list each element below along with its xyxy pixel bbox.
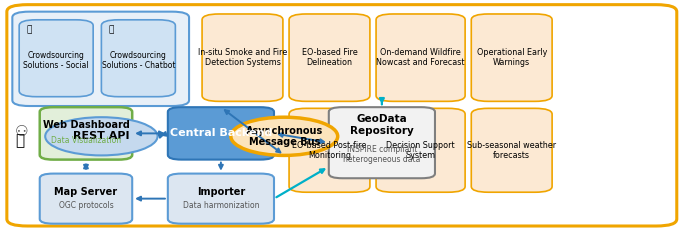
FancyBboxPatch shape [289, 108, 370, 192]
Text: Importer: Importer [197, 187, 245, 197]
Text: REST API: REST API [73, 131, 129, 141]
FancyBboxPatch shape [376, 108, 465, 192]
Text: Data harmonization: Data harmonization [183, 201, 259, 210]
Text: Data Visualization: Data Visualization [51, 136, 121, 145]
Text: Sub-seasonal weather
forecasts: Sub-seasonal weather forecasts [467, 140, 556, 160]
FancyBboxPatch shape [19, 20, 93, 97]
FancyBboxPatch shape [40, 174, 132, 224]
Text: GeoData
Repository: GeoData Repository [350, 114, 414, 136]
Text: EO-based Post-fire
Monitoring: EO-based Post-fire Monitoring [292, 140, 366, 160]
Text: On-demand Wildfire
Nowcast and Forecast: On-demand Wildfire Nowcast and Forecast [376, 48, 465, 67]
Text: Decision Support
System: Decision Support System [386, 140, 455, 160]
Text: Operational Early
Warnings: Operational Early Warnings [477, 48, 547, 67]
Text: Central Backend: Central Backend [170, 128, 272, 138]
FancyBboxPatch shape [329, 107, 435, 178]
FancyBboxPatch shape [471, 14, 552, 101]
Ellipse shape [45, 117, 158, 155]
FancyBboxPatch shape [289, 14, 370, 101]
FancyBboxPatch shape [168, 174, 274, 224]
Text: In-situ Smoke and Fire
Detection Systems: In-situ Smoke and Fire Detection Systems [198, 48, 287, 67]
Text: Map Server: Map Server [54, 187, 118, 197]
Text: 👥: 👥 [26, 26, 32, 35]
FancyBboxPatch shape [40, 107, 132, 160]
Text: Web Dashboard: Web Dashboard [42, 120, 129, 130]
Text: 👥: 👥 [108, 26, 114, 35]
FancyBboxPatch shape [7, 5, 677, 226]
Text: OGC protocols: OGC protocols [59, 201, 113, 210]
Text: INSPIRE compliant
heterogeneous data: INSPIRE compliant heterogeneous data [343, 145, 421, 164]
FancyBboxPatch shape [168, 107, 274, 160]
Text: ⚇: ⚇ [15, 124, 29, 139]
FancyBboxPatch shape [376, 14, 465, 101]
FancyBboxPatch shape [202, 14, 283, 101]
Ellipse shape [231, 117, 338, 155]
Text: Crowdsourcing
Solutions - Social: Crowdsourcing Solutions - Social [23, 51, 89, 70]
Text: Asynchronous
Message Bus: Asynchronous Message Bus [246, 126, 323, 147]
Text: Crowdsourcing
Solutions - Chatbot: Crowdsourcing Solutions - Chatbot [101, 51, 175, 70]
FancyBboxPatch shape [101, 20, 175, 97]
Text: 👥: 👥 [15, 134, 24, 148]
FancyBboxPatch shape [12, 12, 189, 106]
FancyBboxPatch shape [471, 108, 552, 192]
Text: EO-based Fire
Delineation: EO-based Fire Delineation [301, 48, 358, 67]
